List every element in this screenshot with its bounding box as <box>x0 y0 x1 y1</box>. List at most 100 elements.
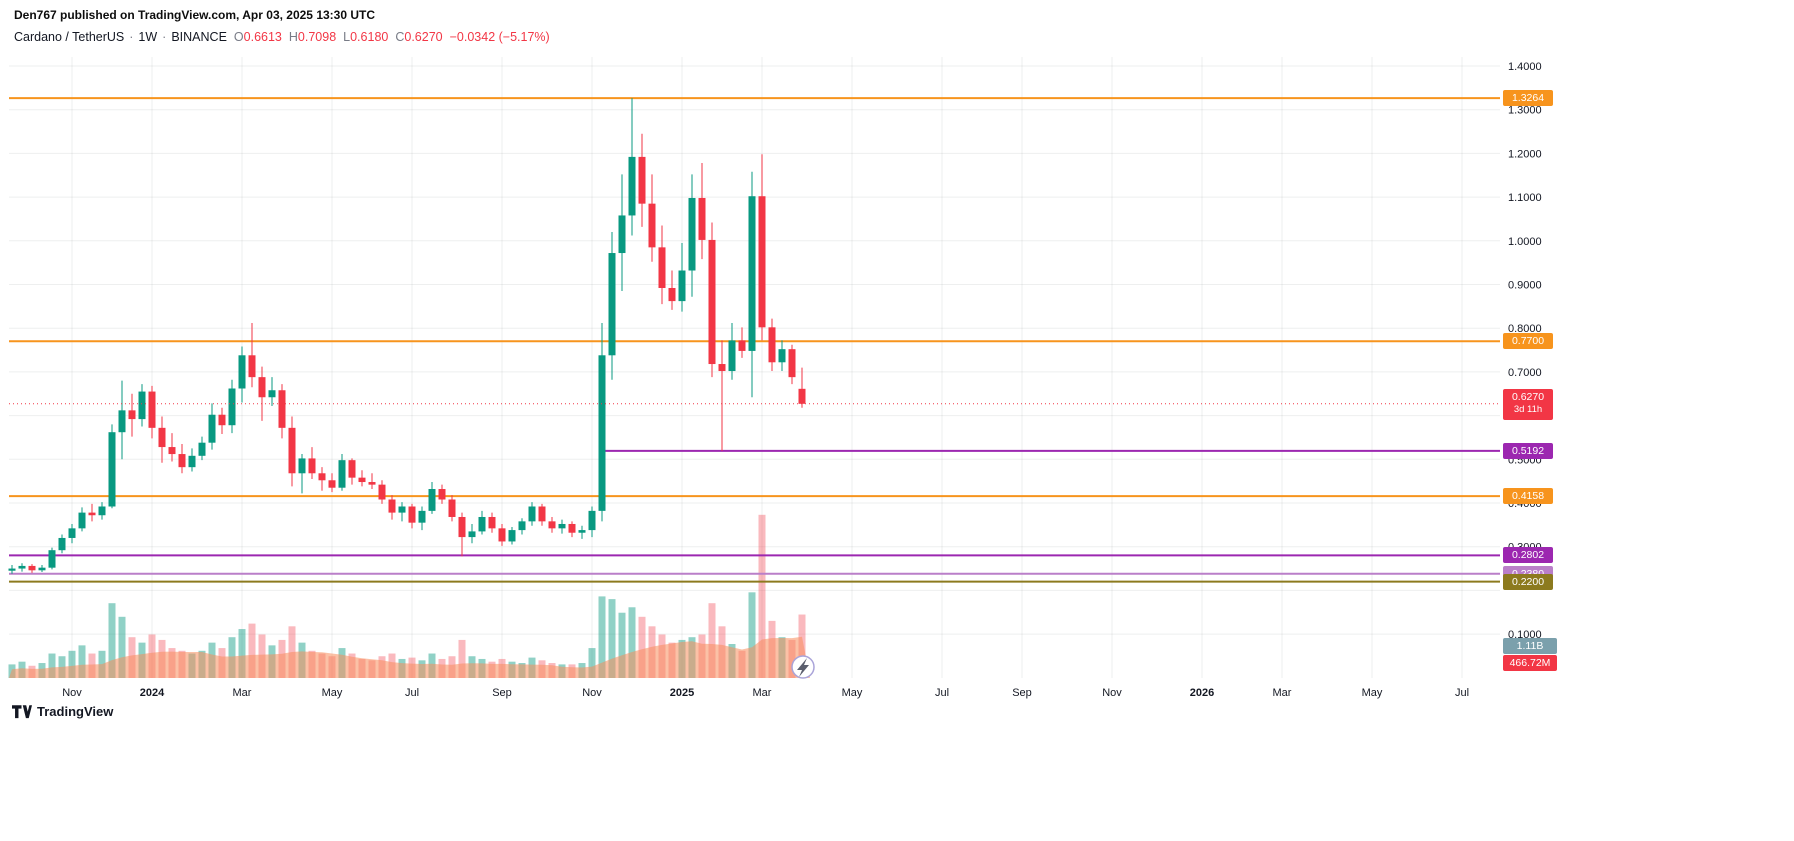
candle <box>438 489 446 500</box>
volume-bar <box>78 645 86 678</box>
candle <box>528 506 536 522</box>
y-axis-label: 1.1000 <box>1508 192 1542 204</box>
ohlc-low: L0.6180 <box>343 30 388 44</box>
x-axis-label: Nov <box>62 687 82 699</box>
candle <box>228 388 236 426</box>
candle <box>238 355 246 389</box>
exchange-label[interactable]: BINANCE <box>171 30 227 44</box>
candle <box>408 506 416 523</box>
candle <box>558 523 566 529</box>
candle <box>258 377 266 398</box>
candle <box>328 480 336 488</box>
candle <box>768 327 776 363</box>
candle <box>278 390 286 428</box>
ohlc-high: H0.7098 <box>289 30 336 44</box>
candle <box>308 458 316 474</box>
ohlc-label: C <box>395 30 405 44</box>
x-axis-label: 2024 <box>140 687 165 699</box>
candle <box>698 197 706 240</box>
candle <box>718 364 726 372</box>
candle <box>608 253 616 356</box>
flash-button[interactable] <box>791 655 815 679</box>
candle <box>668 287 676 302</box>
symbol-name[interactable]: Cardano / TetherUS <box>14 30 125 44</box>
candle <box>548 521 556 529</box>
symbol-header: Cardano / TetherUS · 1W · BINANCE O0.661… <box>14 30 550 44</box>
x-axis-label: Jul <box>405 687 419 699</box>
candle <box>28 565 36 571</box>
candle <box>188 455 196 468</box>
candle <box>648 203 656 248</box>
candle <box>18 565 26 569</box>
candle <box>678 270 686 302</box>
candle <box>358 477 366 483</box>
tradingview-logo-icon <box>12 705 32 719</box>
candle <box>508 530 516 542</box>
candle <box>388 499 396 513</box>
candle <box>598 355 606 511</box>
x-axis-label: Jul <box>935 687 949 699</box>
ohlc-value: 0.6270 <box>404 30 443 44</box>
candle <box>48 550 56 568</box>
candle <box>488 516 496 529</box>
candle <box>778 349 786 363</box>
y-axis-label: 0.4000 <box>1508 498 1542 510</box>
separator: · <box>129 30 134 44</box>
volume-bar <box>238 629 246 678</box>
candle <box>108 432 116 507</box>
candle <box>98 506 106 516</box>
x-axis-label: Mar <box>233 687 252 699</box>
candle <box>338 460 346 488</box>
candle <box>788 349 796 378</box>
volume-bar <box>588 648 596 678</box>
attribution-text: Den767 published on TradingView.com, Apr… <box>14 8 376 22</box>
candle <box>688 197 696 271</box>
volume-bar <box>628 607 636 678</box>
volume-ma-area <box>9 636 810 678</box>
candle <box>218 414 226 426</box>
candle <box>128 410 136 420</box>
interval-label[interactable]: 1W <box>138 30 158 44</box>
x-axis-label: May <box>842 687 863 699</box>
candle <box>58 537 66 551</box>
candle <box>728 340 736 372</box>
x-axis-label: Nov <box>582 687 602 699</box>
volume-bar <box>608 599 616 678</box>
candle <box>428 489 436 511</box>
volume-bar <box>638 616 646 678</box>
y-axis-label: 0.5000 <box>1508 454 1542 466</box>
candle <box>268 390 276 398</box>
x-axis-label: May <box>322 687 343 699</box>
candle <box>288 427 296 474</box>
ohlc-close: C0.6270 <box>395 30 442 44</box>
y-axis-label: 1.2000 <box>1508 148 1542 160</box>
volume-bar <box>708 603 716 678</box>
x-axis-label: Sep <box>492 687 512 699</box>
candle <box>448 499 456 517</box>
candles <box>8 98 806 574</box>
candle <box>8 568 16 571</box>
ohlc-value: 0.6613 <box>243 30 282 44</box>
candle <box>588 510 596 531</box>
candle <box>208 414 216 443</box>
candle <box>318 473 326 481</box>
x-axis-label: 2025 <box>670 687 694 699</box>
candle <box>368 482 376 485</box>
candle <box>88 512 96 516</box>
volume-bar <box>748 592 756 678</box>
volume-bar <box>758 514 766 678</box>
grid <box>9 57 1500 678</box>
y-axis-label: 0.8000 <box>1508 323 1542 335</box>
candle <box>178 454 186 468</box>
candle <box>398 506 406 513</box>
ohlc-label: L <box>343 30 351 44</box>
candle <box>498 528 506 542</box>
candle <box>758 196 766 328</box>
y-axis-label: 0.9000 <box>1508 280 1542 292</box>
tradingview-logo[interactable]: TradingView <box>12 703 113 720</box>
volume-bar <box>618 612 626 678</box>
volume-bar <box>458 639 466 678</box>
tradingview-logo-text: TradingView <box>37 704 114 719</box>
candle <box>148 391 156 428</box>
